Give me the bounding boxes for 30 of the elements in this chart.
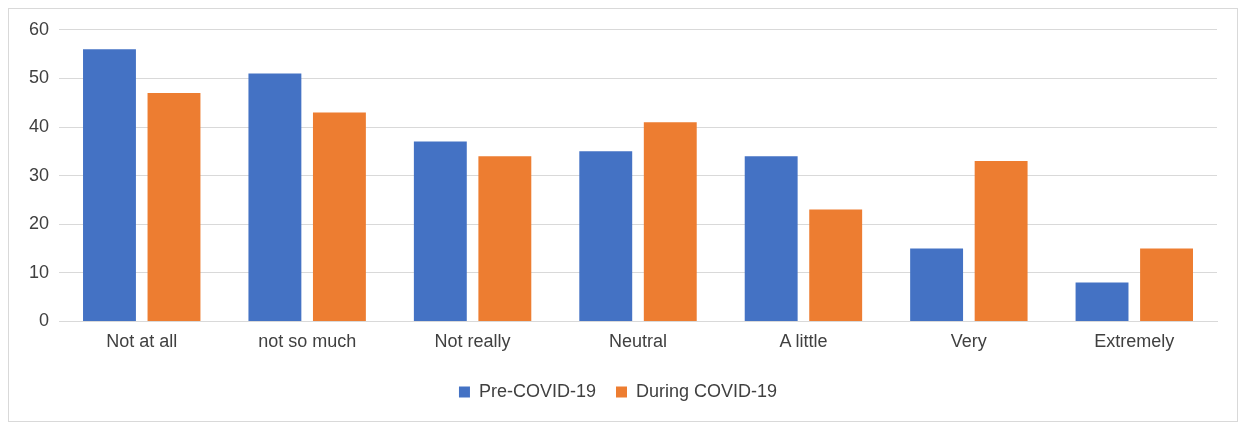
bar [312, 112, 366, 321]
y-tick-label: 20 [28, 213, 50, 234]
y-tick-label: 0 [39, 310, 50, 331]
bar [974, 161, 1028, 321]
bar [413, 141, 467, 321]
bar [1075, 282, 1129, 321]
bar [248, 73, 302, 321]
bar [643, 122, 697, 321]
bar [147, 92, 201, 321]
x-tick-label: A little [779, 331, 828, 352]
legend-label: During COVID-19 [635, 380, 778, 401]
bar [579, 151, 633, 321]
bar [910, 248, 964, 321]
y-tick-label: 50 [28, 67, 50, 88]
bar [1140, 248, 1193, 321]
x-tick-label: Not at all [106, 331, 178, 352]
bar [809, 209, 863, 321]
y-tick-label: 10 [28, 261, 50, 282]
bar [83, 49, 136, 321]
legend-label: Pre-COVID-19 [478, 380, 596, 401]
y-tick-label: 30 [28, 164, 50, 185]
y-tick-label: 60 [28, 18, 50, 39]
x-tick-label: Not really [434, 331, 511, 352]
x-tick-label: not so much [258, 331, 357, 352]
y-tick-label: 40 [28, 115, 50, 136]
x-tick-label: Neutral [609, 331, 668, 352]
x-tick-label: Extremely [1094, 331, 1175, 352]
bar [478, 156, 532, 321]
bar [744, 156, 798, 321]
x-tick-label: Very [950, 331, 987, 352]
